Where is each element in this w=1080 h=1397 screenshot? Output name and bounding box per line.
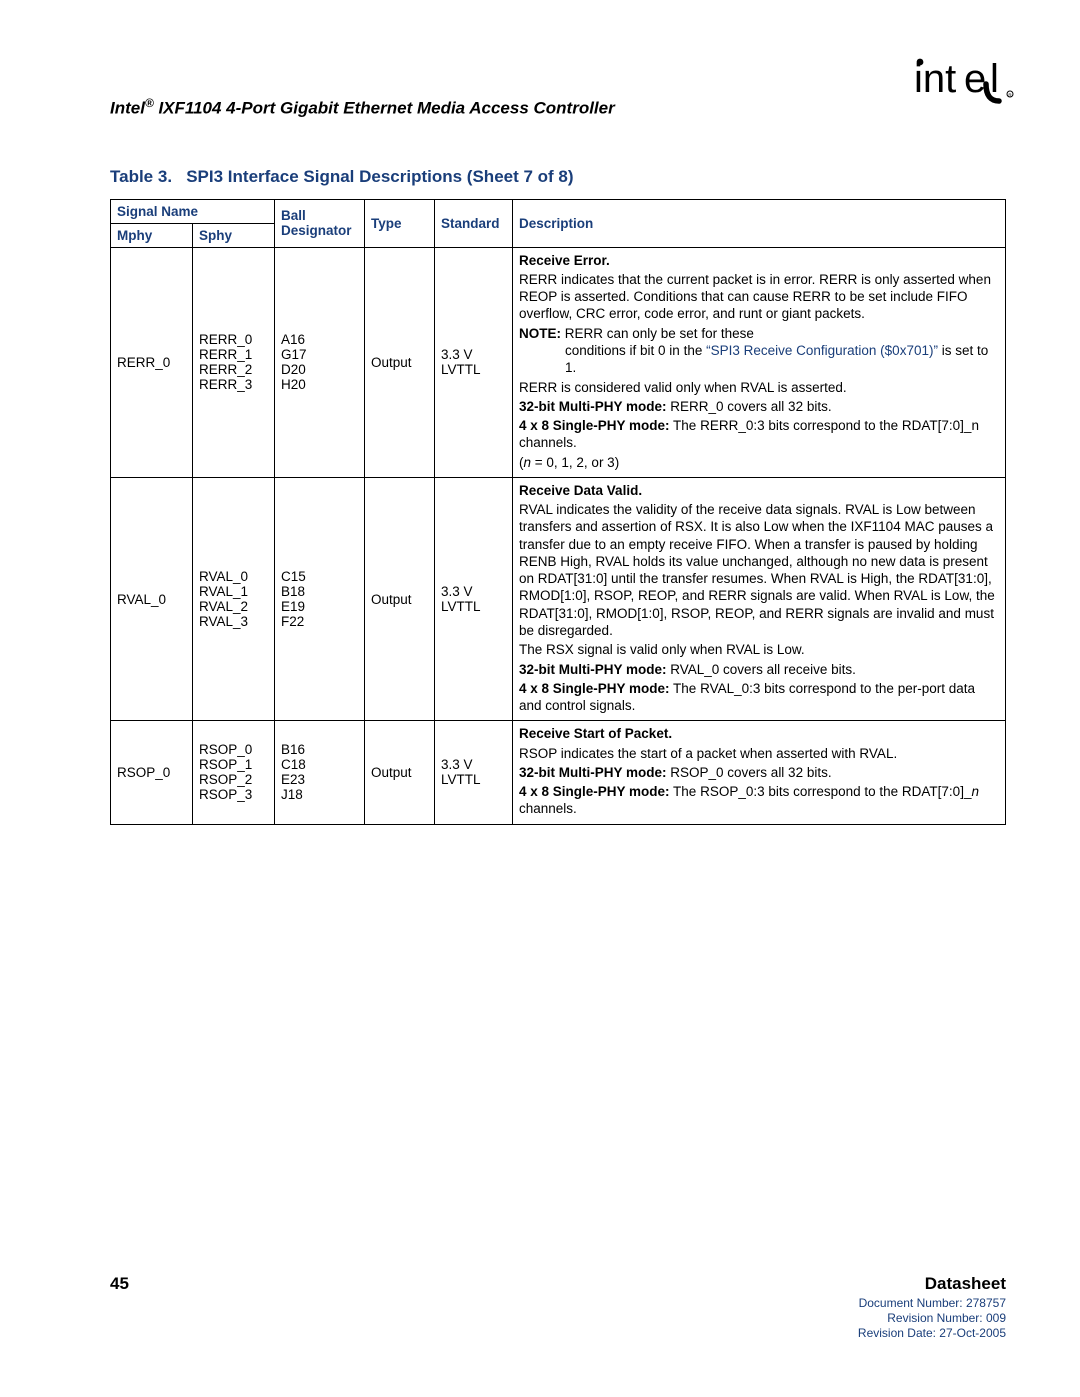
table-cell: RVAL_0 RVAL_1 RVAL_2 RVAL_3 bbox=[193, 477, 275, 720]
table-cell: 3.3 V LVTTL bbox=[435, 721, 513, 824]
table-cell: Output bbox=[365, 721, 435, 824]
revision-date: Revision Date: 27-Oct-2005 bbox=[858, 1326, 1006, 1341]
table-cell: Receive Start of Packet.RSOP indicates t… bbox=[513, 721, 1006, 824]
svg-text:l: l bbox=[990, 57, 999, 101]
table-row: RVAL_0RVAL_0 RVAL_1 RVAL_2 RVAL_3C15 B18… bbox=[111, 477, 1006, 720]
table-title: Table 3. SPI3 Interface Signal Descripti… bbox=[110, 167, 1006, 187]
table-cell: Output bbox=[365, 247, 435, 477]
table-cell: C15 B18 E19 F22 bbox=[275, 477, 365, 720]
col-standard: Standard bbox=[435, 199, 513, 247]
table-number: Table 3. bbox=[110, 167, 172, 186]
table-cell: A16 G17 D20 H20 bbox=[275, 247, 365, 477]
datasheet-label: Datasheet bbox=[858, 1274, 1006, 1294]
page-number: 45 bbox=[110, 1274, 129, 1294]
col-mphy: Mphy bbox=[111, 223, 193, 247]
table-cell: Receive Error.RERR indicates that the cu… bbox=[513, 247, 1006, 477]
table-row: RERR_0RERR_0 RERR_1 RERR_2 RERR_3A16 G17… bbox=[111, 247, 1006, 477]
table-cell: RSOP_0 bbox=[111, 721, 193, 824]
table-cell: RERR_0 bbox=[111, 247, 193, 477]
table-cell: RVAL_0 bbox=[111, 477, 193, 720]
col-signal-name: Signal Name bbox=[111, 199, 275, 223]
col-sphy: Sphy bbox=[193, 223, 275, 247]
table-cell: 3.3 V LVTTL bbox=[435, 477, 513, 720]
col-description: Description bbox=[513, 199, 1006, 247]
table-cell: Output bbox=[365, 477, 435, 720]
table-cell: B16 C18 E23 J18 bbox=[275, 721, 365, 824]
doc-title: Intel® IXF1104 4-Port Gigabit Ethernet M… bbox=[110, 96, 615, 119]
table-cell: RSOP_0 RSOP_1 RSOP_2 RSOP_3 bbox=[193, 721, 275, 824]
table-cell: RERR_0 RERR_1 RERR_2 RERR_3 bbox=[193, 247, 275, 477]
table-cell: Receive Data Valid.RVAL indicates the va… bbox=[513, 477, 1006, 720]
col-ball: Ball Designator bbox=[275, 199, 365, 247]
intel-logo: int e l R bbox=[914, 56, 1022, 106]
svg-text:e: e bbox=[964, 57, 986, 101]
table-row: RSOP_0RSOP_0 RSOP_1 RSOP_2 RSOP_3B16 C18… bbox=[111, 721, 1006, 824]
table-caption: SPI3 Interface Signal Descriptions (Shee… bbox=[186, 167, 573, 186]
signal-table: Signal Name Ball Designator Type Standar… bbox=[110, 199, 1006, 825]
page-footer: 45 Datasheet Document Number: 278757 Rev… bbox=[110, 1274, 1006, 1341]
revision-number: Revision Number: 009 bbox=[858, 1311, 1006, 1326]
document-number: Document Number: 278757 bbox=[858, 1296, 1006, 1311]
table-cell: 3.3 V LVTTL bbox=[435, 247, 513, 477]
col-type: Type bbox=[365, 199, 435, 247]
